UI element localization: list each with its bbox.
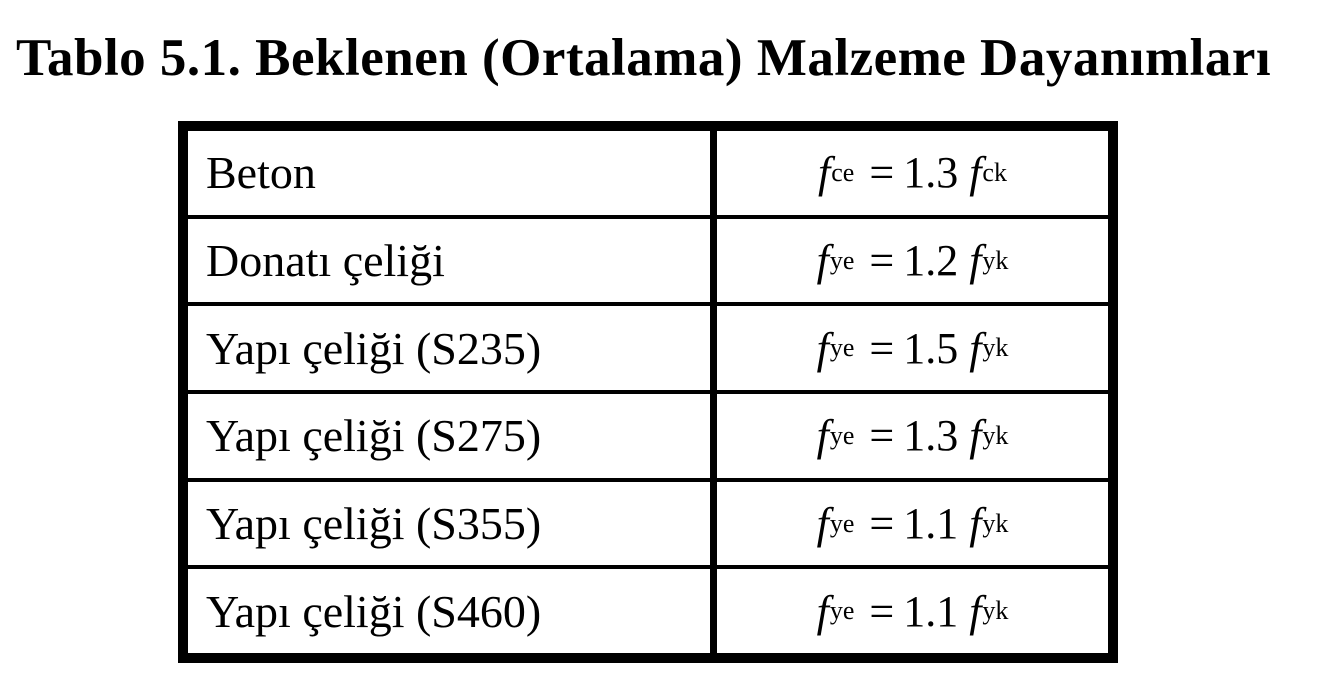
column-divider bbox=[710, 481, 717, 566]
formula-lhs-subscript: ye bbox=[829, 245, 855, 275]
material-label: Beton bbox=[206, 147, 316, 199]
formula-equals-sign: = bbox=[869, 411, 895, 461]
table-row: Donatı çeliği f ye = 1.2 f yk bbox=[188, 218, 1108, 307]
formula-lhs-variable: f bbox=[816, 586, 829, 636]
formula-rhs-subscript: yk bbox=[982, 333, 1009, 363]
formula-equals-sign: = bbox=[869, 236, 895, 285]
table-row: Yapı çeliği (S235) f ye = 1.5 f yk bbox=[188, 306, 1108, 395]
formula-coefficient: 1.1 bbox=[903, 586, 959, 636]
formula-equals-sign: = bbox=[869, 499, 895, 549]
formula-cell: f ye = 1.1 f yk bbox=[717, 482, 1108, 566]
formula-rhs-subscript: ck bbox=[982, 157, 1007, 187]
formula-cell: f ye = 1.1 f yk bbox=[717, 569, 1108, 653]
formula-rhs-subscript: yk bbox=[982, 596, 1009, 626]
column-divider bbox=[710, 569, 717, 654]
formula-rhs-variable: f bbox=[969, 499, 982, 549]
material-cell: Yapı çeliği (S275) bbox=[188, 394, 710, 478]
material-label: Yapı çeliği (S460) bbox=[206, 585, 542, 637]
formula-coefficient: 1.1 bbox=[903, 499, 959, 549]
materials-table: Beton f ce = 1.3 f ck Donatı çeliği f ye = 1.2 f y… bbox=[178, 121, 1118, 663]
formula-lhs-variable: f bbox=[816, 499, 829, 549]
material-cell: Yapı çeliği (S235) bbox=[188, 306, 710, 390]
formula-coefficient: 1.5 bbox=[903, 323, 959, 373]
formula-rhs-variable: f bbox=[969, 323, 982, 373]
formula-equals-sign: = bbox=[869, 586, 895, 636]
formula-cell: f ce = 1.3 f ck bbox=[717, 131, 1108, 215]
table-row: Yapı çeliği (S460) f ye = 1.1 f yk bbox=[188, 569, 1108, 654]
formula-cell: f ye = 1.2 f yk bbox=[717, 219, 1108, 303]
material-cell: Donatı çeliği bbox=[188, 219, 710, 303]
material-cell: Yapı çeliği (S355) bbox=[188, 482, 710, 566]
column-divider bbox=[710, 218, 717, 303]
formula-rhs-variable: f bbox=[969, 586, 982, 636]
formula-coefficient: 1.3 bbox=[903, 148, 959, 198]
formula-lhs-variable: f bbox=[818, 148, 831, 198]
formula-lhs-subscript: ye bbox=[829, 508, 855, 538]
formula-lhs-subscript: ye bbox=[829, 333, 855, 363]
formula-lhs-subscript: ce bbox=[831, 157, 855, 187]
formula-rhs-subscript: yk bbox=[982, 245, 1009, 275]
table-row: Yapı çeliği (S355) f ye = 1.1 f yk bbox=[188, 481, 1108, 570]
formula-cell: f ye = 1.5 f yk bbox=[717, 306, 1108, 390]
formula-rhs-subscript: yk bbox=[982, 508, 1009, 538]
column-divider bbox=[710, 131, 717, 215]
formula-rhs-subscript: yk bbox=[982, 420, 1009, 450]
formula-rhs-variable: f bbox=[969, 411, 982, 461]
table-caption: Tablo 5.1. Beklenen (Ortalama) Malzeme D… bbox=[16, 29, 1272, 87]
table-row: Beton f ce = 1.3 f ck bbox=[188, 131, 1108, 219]
formula-lhs-variable: f bbox=[816, 411, 829, 461]
table-row: Yapı çeliği (S275) f ye = 1.3 f yk bbox=[188, 394, 1108, 482]
column-divider bbox=[710, 306, 717, 391]
material-label: Donatı çeliği bbox=[206, 235, 445, 286]
formula-rhs-variable: f bbox=[969, 236, 982, 285]
formula-equals-sign: = bbox=[869, 323, 895, 373]
formula-coefficient: 1.2 bbox=[903, 236, 959, 285]
material-label: Yapı çeliği (S355) bbox=[206, 498, 542, 550]
material-cell: Yapı çeliği (S460) bbox=[188, 569, 710, 653]
formula-coefficient: 1.3 bbox=[903, 411, 959, 461]
formula-lhs-subscript: ye bbox=[829, 420, 855, 450]
column-divider bbox=[710, 394, 717, 478]
material-label: Yapı çeliği (S235) bbox=[206, 322, 542, 374]
formula-lhs-subscript: ye bbox=[829, 596, 855, 626]
formula-lhs-variable: f bbox=[816, 236, 829, 285]
material-cell: Beton bbox=[188, 131, 710, 215]
formula-lhs-variable: f bbox=[816, 323, 829, 373]
formula-cell: f ye = 1.3 f yk bbox=[717, 394, 1108, 478]
material-label: Yapı çeliği (S275) bbox=[206, 410, 542, 462]
formula-equals-sign: = bbox=[869, 148, 895, 198]
formula-rhs-variable: f bbox=[969, 148, 982, 198]
